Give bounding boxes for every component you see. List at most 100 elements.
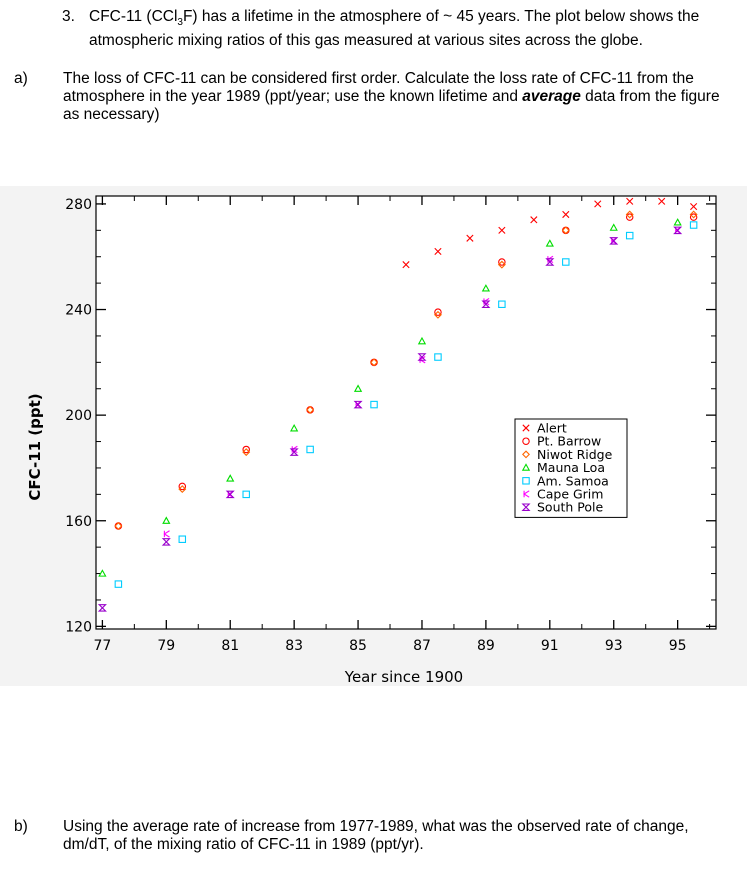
data-point	[242, 448, 251, 457]
data-point	[97, 604, 107, 612]
data-point	[626, 197, 634, 205]
part-b-label: b)	[14, 818, 28, 835]
data-point	[530, 216, 538, 224]
legend-entry: Niwot Ridge	[537, 447, 613, 462]
x-tick-label: 85	[349, 638, 367, 654]
y-tick-label: 280	[65, 197, 92, 213]
data-point	[306, 445, 314, 454]
x-tick-label: 91	[541, 638, 559, 654]
data-point	[226, 474, 235, 482]
x-tick-label: 95	[669, 638, 687, 654]
data-point	[161, 538, 171, 546]
data-point	[609, 237, 619, 245]
data-point	[178, 535, 187, 543]
series-alert	[402, 197, 698, 269]
data-point	[162, 516, 171, 524]
data-point	[417, 353, 427, 361]
part-a-label: a)	[14, 70, 28, 87]
data-point	[545, 239, 554, 247]
question-text: CFC-11 (CCl3F) has a lifetime in the atm…	[89, 8, 700, 50]
data-point	[178, 485, 187, 494]
data-point	[434, 247, 442, 256]
data-point	[561, 226, 570, 235]
data-point	[242, 445, 250, 454]
data-point	[625, 213, 634, 221]
plot-area	[95, 195, 717, 630]
data-point	[689, 221, 698, 229]
data-point	[290, 424, 299, 432]
question-number: 3.	[62, 8, 75, 25]
legend-marker	[523, 490, 530, 498]
cfc11-scatter-chart: 77 79 81 83 85 87 89 91 93 95 120 160 200 240 280 CFC…	[0, 186, 747, 686]
cfc11-figure: 77 79 81 83 85 87 89 91 93 95 120 160 200 240 280 CFC…	[0, 186, 747, 686]
legend-entry: Pt. Barrow	[537, 434, 601, 449]
data-point	[433, 310, 442, 319]
x-tick-label: 77	[93, 638, 111, 654]
y-tick-label: 240	[65, 303, 92, 319]
y-tick-label: 160	[65, 514, 92, 530]
data-point	[673, 226, 683, 235]
legend-marker	[522, 437, 530, 445]
question-3: 3. CFC-11 (CCl3F) has a lifetime in the …	[62, 8, 732, 50]
data-point	[658, 197, 666, 205]
series-niwot-ridge	[114, 210, 698, 531]
data-point	[353, 384, 363, 392]
data-point	[625, 231, 634, 240]
data-point	[689, 213, 698, 221]
legend-entry: South Pole	[537, 500, 604, 515]
data-point	[690, 202, 698, 211]
data-point	[225, 490, 235, 499]
data-point	[498, 300, 506, 309]
data-point	[306, 405, 315, 414]
part-a-emphasis: average	[522, 88, 581, 105]
data-point	[434, 308, 442, 316]
data-point	[673, 218, 682, 226]
data-points	[97, 197, 698, 612]
part-a-text: The loss of CFC-11 can be considered fir…	[63, 70, 720, 123]
data-point	[242, 490, 250, 499]
data-point	[178, 482, 187, 491]
data-point	[114, 580, 123, 588]
data-point	[498, 258, 506, 266]
data-point	[562, 210, 570, 219]
data-point	[289, 448, 299, 456]
legend-entry: Am. Samoa	[537, 473, 609, 488]
data-point	[481, 300, 491, 308]
legend-entry: Alert	[537, 421, 567, 436]
data-point	[353, 400, 363, 409]
x-tick-label: 79	[157, 638, 175, 654]
x-tick-label: 89	[477, 638, 495, 654]
data-point	[417, 336, 427, 345]
x-axis-label: Year since 1900	[344, 668, 463, 686]
data-point	[466, 234, 474, 242]
legend-box	[514, 418, 628, 518]
data-point	[114, 522, 123, 531]
legend-marker	[522, 477, 530, 485]
data-point	[689, 210, 698, 219]
data-point	[370, 400, 378, 409]
data-point	[498, 226, 506, 234]
series-south-pole	[97, 226, 683, 612]
data-point	[98, 569, 107, 577]
y-tick-labels: 120 160 200 240 280	[65, 197, 92, 635]
data-point	[370, 358, 379, 367]
legend-entry: Mauna Loa	[537, 460, 605, 475]
x-tick-label: 93	[605, 638, 623, 654]
data-point	[562, 258, 570, 266]
x-tick-label: 87	[413, 638, 431, 654]
legend-marker	[521, 463, 531, 471]
y-axis-label: CFC-11 (ppt)	[26, 393, 44, 500]
legend-entry: Cape Grim	[537, 487, 603, 502]
legend-marker	[522, 424, 530, 432]
series-am-samoa	[114, 221, 698, 588]
series-mauna-loa	[98, 218, 682, 577]
data-point	[163, 530, 170, 538]
part-b-text: Using the average rate of increase from …	[63, 818, 689, 853]
x-tick-label: 83	[285, 638, 303, 654]
axis-ticks	[96, 196, 716, 629]
legend-marker	[522, 450, 530, 459]
data-point	[481, 284, 491, 292]
x-tick-label: 81	[221, 638, 239, 654]
data-point	[402, 261, 410, 269]
